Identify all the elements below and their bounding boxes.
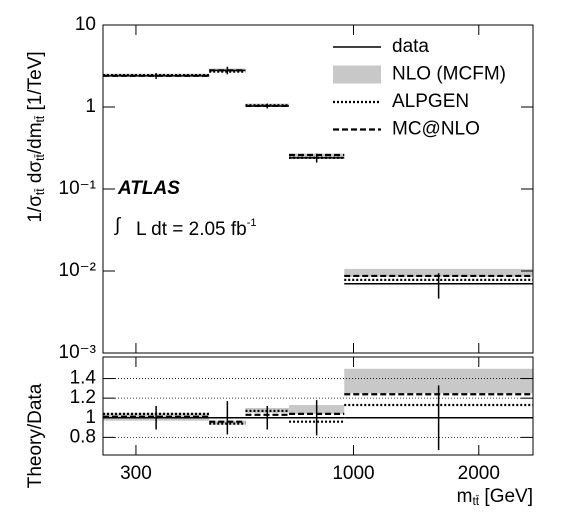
legend-label: MC@NLO bbox=[392, 119, 480, 140]
label-part: [GeV] bbox=[479, 486, 533, 507]
y-tick-label: 1 bbox=[85, 96, 96, 117]
y-tick-label: 1 bbox=[85, 407, 96, 428]
subscript: tt̄ bbox=[472, 494, 479, 508]
frame bbox=[102, 24, 534, 354]
y-tick-label: 10 bbox=[75, 14, 96, 35]
label-part: Theory/Data bbox=[25, 383, 46, 488]
legend-swatch bbox=[333, 65, 381, 84]
y-tick-label: 0.8 bbox=[70, 426, 96, 447]
y-tick-label: 10⁻³ bbox=[59, 342, 97, 363]
legend-label: data bbox=[392, 36, 429, 57]
y-tick-label: 1.4 bbox=[70, 368, 97, 389]
legend-label: NLO (MCFM) bbox=[392, 64, 506, 85]
integral-sign: ∫ bbox=[114, 215, 122, 236]
x-tick-label: 2000 bbox=[458, 463, 500, 484]
x-axis-label: mtt̄ [GeV] bbox=[457, 486, 533, 508]
y-tick-label: 10⁻¹ bbox=[59, 178, 97, 199]
subscript: tt̄ bbox=[33, 188, 47, 195]
y-tick-label: 1.2 bbox=[70, 387, 96, 408]
y-axis-label: Theory/Data bbox=[25, 383, 46, 488]
y-axis-label: 1/σtt̄ dσtt̄/dmtt̄ [1/TeV] bbox=[25, 51, 47, 222]
plot-area bbox=[103, 368, 533, 451]
plot-area bbox=[103, 66, 533, 299]
x-tick-label: 300 bbox=[120, 463, 152, 484]
lumi-label: L dt = 2.05 fb-1 bbox=[136, 217, 257, 240]
y-tick-label: 10⁻² bbox=[59, 260, 97, 281]
subscript: tt̄ bbox=[33, 115, 47, 122]
atlas-label: ATLAS bbox=[117, 178, 180, 199]
legend-label: ALPGEN bbox=[392, 91, 469, 112]
label-part: m bbox=[457, 486, 473, 507]
x-tick-label: 1000 bbox=[332, 463, 374, 484]
label-part: [1/TeV] bbox=[25, 51, 46, 115]
label-part: dσ bbox=[25, 161, 46, 189]
lumi-text: L dt = 2.05 fb bbox=[136, 219, 247, 240]
label-part: /dm bbox=[25, 122, 46, 154]
frame bbox=[102, 356, 534, 456]
subscript: tt̄ bbox=[33, 153, 47, 160]
band bbox=[344, 268, 533, 277]
label-part: 1/σ bbox=[25, 195, 46, 223]
superscript: -1 bbox=[247, 217, 257, 229]
